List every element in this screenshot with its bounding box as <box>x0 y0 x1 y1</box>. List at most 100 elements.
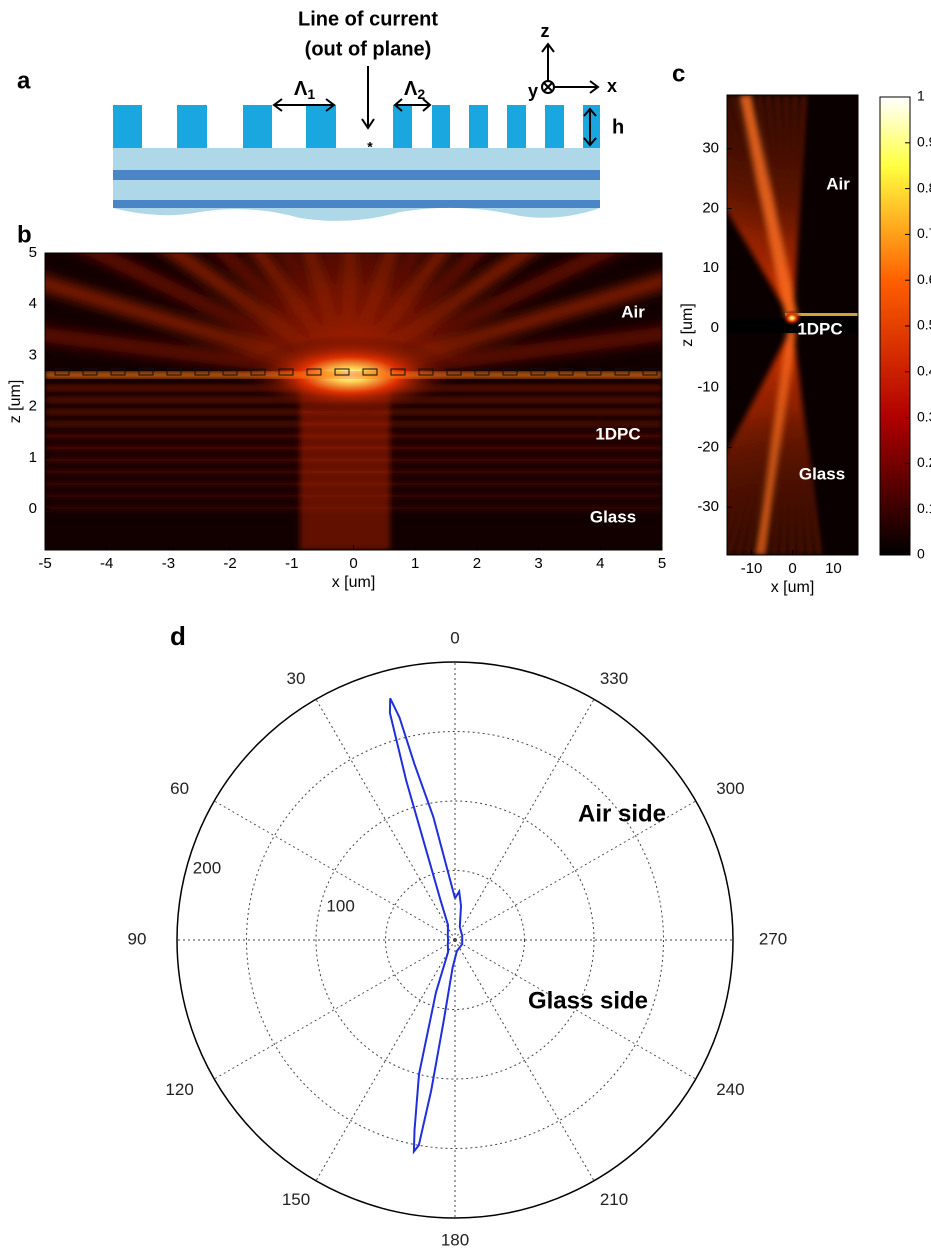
theta-tick-label: 240 <box>716 1080 744 1099</box>
x-tick-label: -3 <box>162 555 175 572</box>
grating-outline <box>278 368 294 376</box>
theta-tick-label: 300 <box>716 779 744 798</box>
panel-label: a <box>17 67 31 94</box>
grid-spoke <box>454 800 697 941</box>
grating-outline <box>82 368 98 376</box>
r-tick-label: 100 <box>326 897 354 916</box>
colorbar-tick-label: 0.5 <box>917 317 931 333</box>
grating-outline <box>194 368 210 376</box>
x-tick-label: 3 <box>534 555 542 572</box>
y-tick-label: 0 <box>29 500 37 517</box>
theta-tick-label: 60 <box>170 779 189 798</box>
title: Line of current <box>298 8 438 30</box>
colorbar-tick-label: 0.9 <box>917 134 931 150</box>
y-tick-label: -20 <box>697 438 719 455</box>
grid-spoke <box>213 939 456 1080</box>
grating-outline <box>306 368 322 376</box>
grating-outline <box>558 368 574 376</box>
period-symbol: Λ <box>294 78 308 100</box>
grid-spoke <box>454 698 595 941</box>
source-mark: * <box>367 139 373 155</box>
y-tick-label: 5 <box>29 244 37 261</box>
grid-spoke <box>213 800 456 941</box>
y-tick-label: 3 <box>29 346 37 363</box>
x-tick-label: -5 <box>38 555 51 572</box>
y-tick-label: 2 <box>29 398 37 415</box>
grid-ring <box>315 800 595 1080</box>
y-tick-label: 0 <box>711 319 719 336</box>
grating-outline <box>362 368 378 376</box>
region-label: Air <box>621 302 645 321</box>
field-ray <box>214 253 355 381</box>
colorbar-tick-label: 0.7 <box>917 225 931 241</box>
x-axis-label: x [um] <box>332 574 376 591</box>
grating-outline <box>110 368 126 376</box>
grating-outline <box>390 368 406 376</box>
grating-outline <box>614 368 630 376</box>
grating-outline <box>54 368 70 376</box>
grid-ring <box>176 661 734 1219</box>
grid-spoke <box>454 939 697 1080</box>
colorbar-tick-label: 1 <box>917 88 925 104</box>
colorbar-tick-label: 0.8 <box>917 179 931 195</box>
grating-outline <box>530 368 546 376</box>
field-ray <box>163 253 355 381</box>
x-tick-label: -10 <box>741 560 763 577</box>
field-map <box>45 253 662 550</box>
axis-label: z <box>541 21 550 41</box>
theta-tick-label: 330 <box>600 669 628 688</box>
theta-tick-label: 120 <box>165 1080 193 1099</box>
theta-tick-label: 0 <box>450 628 459 647</box>
region-label: Glass side <box>528 987 648 1014</box>
region-label: 1DPC <box>595 424 640 443</box>
field-ray <box>250 253 356 380</box>
grating <box>113 105 600 148</box>
region-label: Glass <box>590 507 636 526</box>
arrows <box>272 42 600 147</box>
diagram-a: Line of current (out of plane) Λ1 Λ2 h *… <box>113 8 624 221</box>
colorbar-tick-label: 0 <box>917 546 925 562</box>
grating-outline <box>586 368 602 376</box>
panel-label: c <box>672 60 685 87</box>
x-tick-label: -1 <box>285 555 298 572</box>
field-ray <box>790 329 821 555</box>
axis-label: x <box>607 76 617 96</box>
grating-outline <box>222 368 238 376</box>
x-tick-label: 5 <box>658 555 666 572</box>
x-tick-label: 1 <box>411 555 419 572</box>
period-label: Λ2 <box>404 78 425 101</box>
grating-outline <box>474 368 490 376</box>
grating-outline <box>138 368 154 376</box>
panel-label: b <box>17 221 32 248</box>
grating-outline <box>166 368 182 376</box>
grid-spoke <box>315 698 456 941</box>
panel-label: d <box>170 621 186 651</box>
field-ray <box>343 253 422 379</box>
title: (out of plane) <box>305 38 432 60</box>
field-ray <box>345 253 537 381</box>
x-tick-label: 10 <box>825 560 842 577</box>
region-label: Air side <box>578 800 666 827</box>
theta-tick-label: 210 <box>600 1190 628 1209</box>
theta-tick-label: 90 <box>128 929 147 948</box>
period-symbol: Λ <box>404 78 418 100</box>
field-map <box>727 95 858 555</box>
field-ray <box>278 253 357 379</box>
axis-label: y <box>528 81 538 101</box>
grid-ring <box>385 870 525 1010</box>
region-label: Glass <box>799 464 845 483</box>
y-tick-label: -10 <box>697 379 719 396</box>
x-tick-label: -4 <box>100 555 113 572</box>
theta-tick-label: 30 <box>287 669 306 688</box>
y-tick-label: 1 <box>29 449 37 466</box>
grating-outline <box>642 368 658 376</box>
grid-spoke <box>315 939 456 1182</box>
colorbar-tick-label: 0.3 <box>917 408 931 424</box>
grid-ring <box>246 731 664 1149</box>
x-tick-label: 4 <box>596 555 604 572</box>
field-ray <box>323 253 357 377</box>
grating-outline <box>446 368 462 376</box>
theta-tick-label: 270 <box>759 929 787 948</box>
